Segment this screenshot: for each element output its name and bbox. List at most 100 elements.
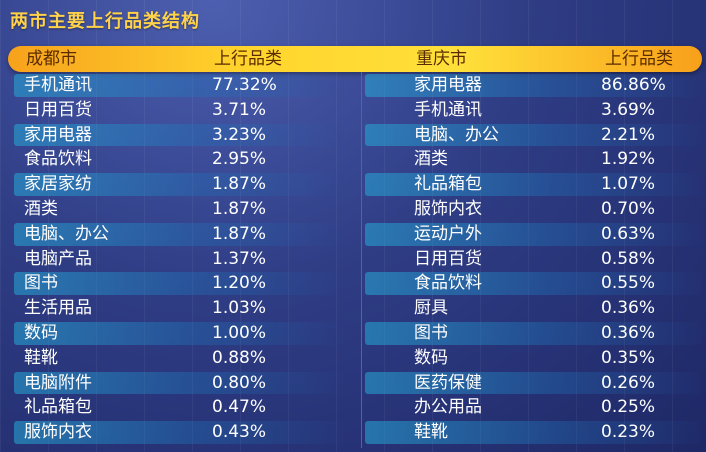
chongqing-category-cell: 鞋靴 (414, 422, 448, 443)
chongqing-category-cell: 服饰内衣 (414, 198, 482, 219)
chengdu-value-cell: 1.20% (212, 273, 267, 294)
table-row: 图书 1.20% 食品饮料 0.55% (14, 271, 702, 296)
table-row: 手机通讯 77.32% 家用电器 86.86% (14, 73, 702, 98)
chengdu-category-cell: 服饰内衣 (24, 422, 92, 443)
chengdu-category-cell: 家居家纺 (24, 174, 92, 195)
chongqing-value-cell: 0.23% (601, 422, 656, 443)
chengdu-category-cell: 生活用品 (24, 298, 92, 319)
chengdu-category-cell: 鞋靴 (24, 347, 58, 368)
table-row: 家居家纺 1.87% 礼品箱包 1.07% (14, 172, 702, 197)
table-row: 家用电器 3.23% 电脑、办公 2.21% (14, 123, 702, 148)
chongqing-value-cell: 0.70% (601, 198, 656, 219)
table-row: 电脑、办公 1.87% 运动户外 0.63% (14, 222, 702, 247)
chengdu-category-cell: 家用电器 (24, 124, 92, 145)
chongqing-category-cell: 图书 (414, 322, 448, 343)
chengdu-category-cell: 数码 (24, 322, 58, 343)
chengdu-category-cell: 电脑附件 (24, 372, 92, 393)
row-band-chengdu (14, 222, 344, 246)
chengdu-category-cell: 酒类 (24, 198, 58, 219)
chongqing-category-cell: 办公用品 (414, 397, 482, 418)
chengdu-category-cell: 图书 (24, 273, 58, 294)
chengdu-category-cell: 电脑产品 (24, 248, 92, 269)
chengdu-value-cell: 0.80% (212, 372, 267, 393)
chengdu-value-cell: 3.71% (212, 99, 267, 120)
chongqing-category-cell: 医药保健 (414, 372, 482, 393)
table-row: 食品饮料 2.95% 酒类 1.92% (14, 147, 702, 172)
page-title: 两市主要上行品类结构 (10, 11, 200, 32)
chengdu-value-cell: 0.47% (212, 397, 267, 418)
chongqing-category-cell: 电脑、办公 (414, 124, 499, 145)
table-row: 电脑产品 1.37% 日用百货 0.58% (14, 247, 702, 272)
chongqing-category-cell: 手机通讯 (414, 99, 482, 120)
chengdu-category-cell: 食品饮料 (24, 149, 92, 170)
chengdu-value-cell: 3.23% (212, 124, 267, 145)
chongqing-value-cell: 0.58% (601, 248, 656, 269)
row-band-chongqing (365, 222, 702, 246)
chongqing-category-cell: 数码 (414, 347, 448, 368)
chongqing-value-cell: 0.36% (601, 298, 656, 319)
header-chengdu-city: 成都市 (26, 49, 77, 69)
chengdu-value-cell: 77.32% (212, 75, 277, 95)
chongqing-category-cell: 礼品箱包 (414, 174, 482, 195)
table-row: 服饰内衣 0.43% 鞋靴 0.23% (14, 420, 702, 445)
row-band-chengdu (14, 198, 344, 221)
chongqing-value-cell: 0.55% (601, 273, 656, 294)
chongqing-value-cell: 0.36% (601, 322, 656, 343)
header-chengdu-metric: 上行品类 (214, 49, 282, 69)
row-band-chongqing (365, 321, 702, 345)
table-row: 生活用品 1.03% 厨具 0.36% (14, 296, 702, 321)
chengdu-value-cell: 1.03% (212, 298, 267, 319)
chongqing-value-cell: 86.86% (601, 75, 666, 95)
row-band-chongqing (365, 421, 702, 444)
chengdu-category-cell: 日用百货 (24, 99, 92, 120)
row-band-chengdu (14, 272, 344, 296)
row-band-chengdu (14, 347, 344, 370)
chongqing-value-cell: 0.35% (601, 347, 656, 368)
row-band-chengdu (14, 371, 344, 395)
table-row: 日用百货 3.71% 手机通讯 3.69% (14, 98, 702, 123)
chongqing-value-cell: 2.21% (601, 124, 656, 145)
chongqing-category-cell: 酒类 (414, 149, 448, 170)
chongqing-value-cell: 1.92% (601, 149, 656, 170)
chengdu-value-cell: 1.87% (212, 223, 267, 244)
table-row: 酒类 1.87% 服饰内衣 0.70% (14, 197, 702, 222)
chengdu-value-cell: 1.00% (212, 322, 267, 343)
chongqing-value-cell: 3.69% (601, 99, 656, 120)
header-chongqing-city: 重庆市 (416, 49, 467, 69)
chengdu-value-cell: 1.87% (212, 174, 267, 195)
row-band-chongqing (365, 74, 702, 97)
row-band-chongqing (365, 173, 702, 196)
row-band-chengdu (14, 421, 344, 444)
column-divider (361, 72, 362, 448)
chengdu-category-cell: 手机通讯 (24, 75, 92, 95)
table-row: 鞋靴 0.88% 数码 0.35% (14, 346, 702, 371)
chengdu-value-cell: 1.87% (212, 198, 267, 219)
chengdu-value-cell: 0.88% (212, 347, 267, 368)
table-row: 数码 1.00% 图书 0.36% (14, 321, 702, 346)
table-row: 电脑附件 0.80% 医药保健 0.26% (14, 371, 702, 396)
chongqing-value-cell: 0.25% (601, 397, 656, 418)
row-band-chongqing (365, 123, 702, 147)
row-band-chengdu (14, 74, 344, 97)
chongqing-category-cell: 日用百货 (414, 248, 482, 269)
chengdu-value-cell: 0.43% (212, 422, 267, 443)
chengdu-value-cell: 1.37% (212, 248, 267, 269)
chengdu-value-cell: 2.95% (212, 149, 267, 170)
chengdu-category-cell: 电脑、办公 (24, 223, 109, 244)
table-header: 成都市 上行品类 重庆市 上行品类 (8, 46, 702, 72)
row-band-chongqing (365, 272, 702, 296)
chongqing-category-cell: 厨具 (414, 298, 448, 319)
table-row: 礼品箱包 0.47% 办公用品 0.25% (14, 395, 702, 420)
chongqing-value-cell: 1.07% (601, 174, 656, 195)
chongqing-value-cell: 0.26% (601, 372, 656, 393)
header-chongqing-metric: 上行品类 (605, 49, 673, 69)
row-band-chongqing (365, 371, 702, 395)
row-band-chengdu (14, 321, 344, 345)
chongqing-category-cell: 家用电器 (414, 75, 482, 95)
chongqing-category-cell: 运动户外 (414, 223, 482, 244)
chongqing-category-cell: 食品饮料 (414, 273, 482, 294)
row-band-chengdu (14, 173, 344, 196)
table-body: 手机通讯 77.32% 家用电器 86.86% 日用百货 3.71% 手机通讯 3.69% 家用… (14, 73, 702, 445)
chongqing-value-cell: 0.63% (601, 223, 656, 244)
chengdu-category-cell: 礼品箱包 (24, 397, 92, 418)
